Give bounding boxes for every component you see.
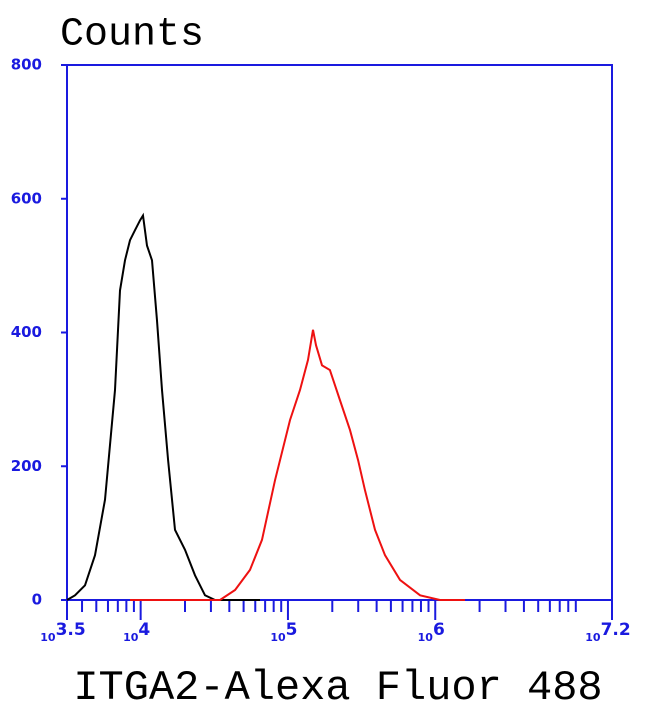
x-tick-base: 10 bbox=[418, 631, 434, 644]
x-tick-exponent: 3.5 bbox=[56, 620, 86, 640]
x-tick-base: 10 bbox=[270, 631, 286, 644]
x-tick-exponent: 5 bbox=[286, 620, 298, 640]
x-tick-label: 106 bbox=[418, 620, 445, 644]
histogram-line bbox=[130, 329, 465, 601]
histogram-line bbox=[66, 212, 260, 601]
plot-frame bbox=[66, 64, 613, 601]
x-tick-base: 10 bbox=[585, 631, 601, 644]
x-tick-label: 107.2 bbox=[585, 620, 630, 644]
y-tick-label: 800 bbox=[11, 56, 42, 74]
y-tick-label: 0 bbox=[32, 591, 42, 609]
x-tick-label: 104 bbox=[123, 620, 150, 644]
x-tick-label: 105 bbox=[270, 620, 297, 644]
x-tick-base: 10 bbox=[40, 631, 56, 644]
y-tick-label: 200 bbox=[11, 457, 42, 475]
x-tick-base: 10 bbox=[123, 631, 139, 644]
x-tick-exponent: 6 bbox=[433, 620, 445, 640]
x-tick-exponent: 7.2 bbox=[601, 620, 631, 640]
x-axis-label: ITGA2-Alexa Fluor 488 bbox=[73, 664, 602, 712]
x-tick-label: 103.5 bbox=[40, 620, 85, 644]
x-tick-exponent: 4 bbox=[138, 620, 150, 640]
y-tick-label: 600 bbox=[11, 189, 42, 207]
chart-title: Counts bbox=[60, 13, 204, 58]
y-tick-label: 400 bbox=[11, 323, 42, 341]
